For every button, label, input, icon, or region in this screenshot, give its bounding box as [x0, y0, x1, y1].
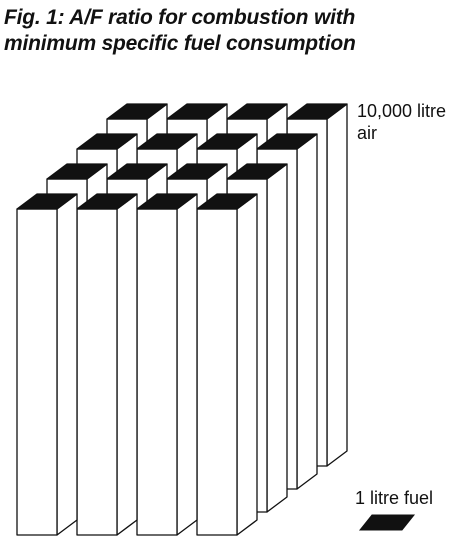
- air-column: [196, 193, 258, 536]
- air-column-side: [266, 163, 288, 513]
- air-column-side: [326, 103, 348, 467]
- air-column-top: [16, 193, 78, 210]
- air-column-top: [106, 103, 168, 120]
- figure-title: Fig. 1: A/F ratio for combustion with mi…: [4, 5, 454, 57]
- figure-title-line-2: minimum specific fuel consumption: [4, 32, 356, 55]
- air-column-front: [16, 208, 58, 536]
- air-column-top: [106, 163, 168, 180]
- air-column-side: [116, 193, 138, 536]
- air-column-side: [296, 133, 318, 490]
- air-column-side: [236, 193, 258, 536]
- air-column-front: [136, 208, 178, 536]
- air-column-top: [76, 133, 138, 150]
- air-column-front: [196, 208, 238, 536]
- air-columns-grid: [16, 103, 348, 536]
- air-column-top: [226, 163, 288, 180]
- air-column-top: [196, 133, 258, 150]
- air-column-top: [76, 193, 138, 210]
- figure-title-line-1: Fig. 1: A/F ratio for combustion with: [4, 6, 356, 29]
- air-column-top: [136, 133, 198, 150]
- fuel-label: 1 litre fuel: [355, 488, 434, 508]
- air-column-top: [286, 103, 348, 120]
- air-column-top: [166, 103, 228, 120]
- air-column: [16, 193, 78, 536]
- air-column-front: [76, 208, 118, 536]
- air-column-side: [176, 193, 198, 536]
- air-column-side: [56, 193, 78, 536]
- air-column-top: [136, 193, 198, 210]
- air-label: 10,000 litre air: [357, 101, 447, 143]
- air-column-top: [256, 133, 318, 150]
- air-column: [136, 193, 198, 536]
- air-column-top: [166, 163, 228, 180]
- air-column-top: [46, 163, 108, 180]
- air-column-top: [226, 103, 288, 120]
- air-column: [76, 193, 138, 536]
- air-column-top: [196, 193, 258, 210]
- fuel-block-icon: [358, 514, 416, 531]
